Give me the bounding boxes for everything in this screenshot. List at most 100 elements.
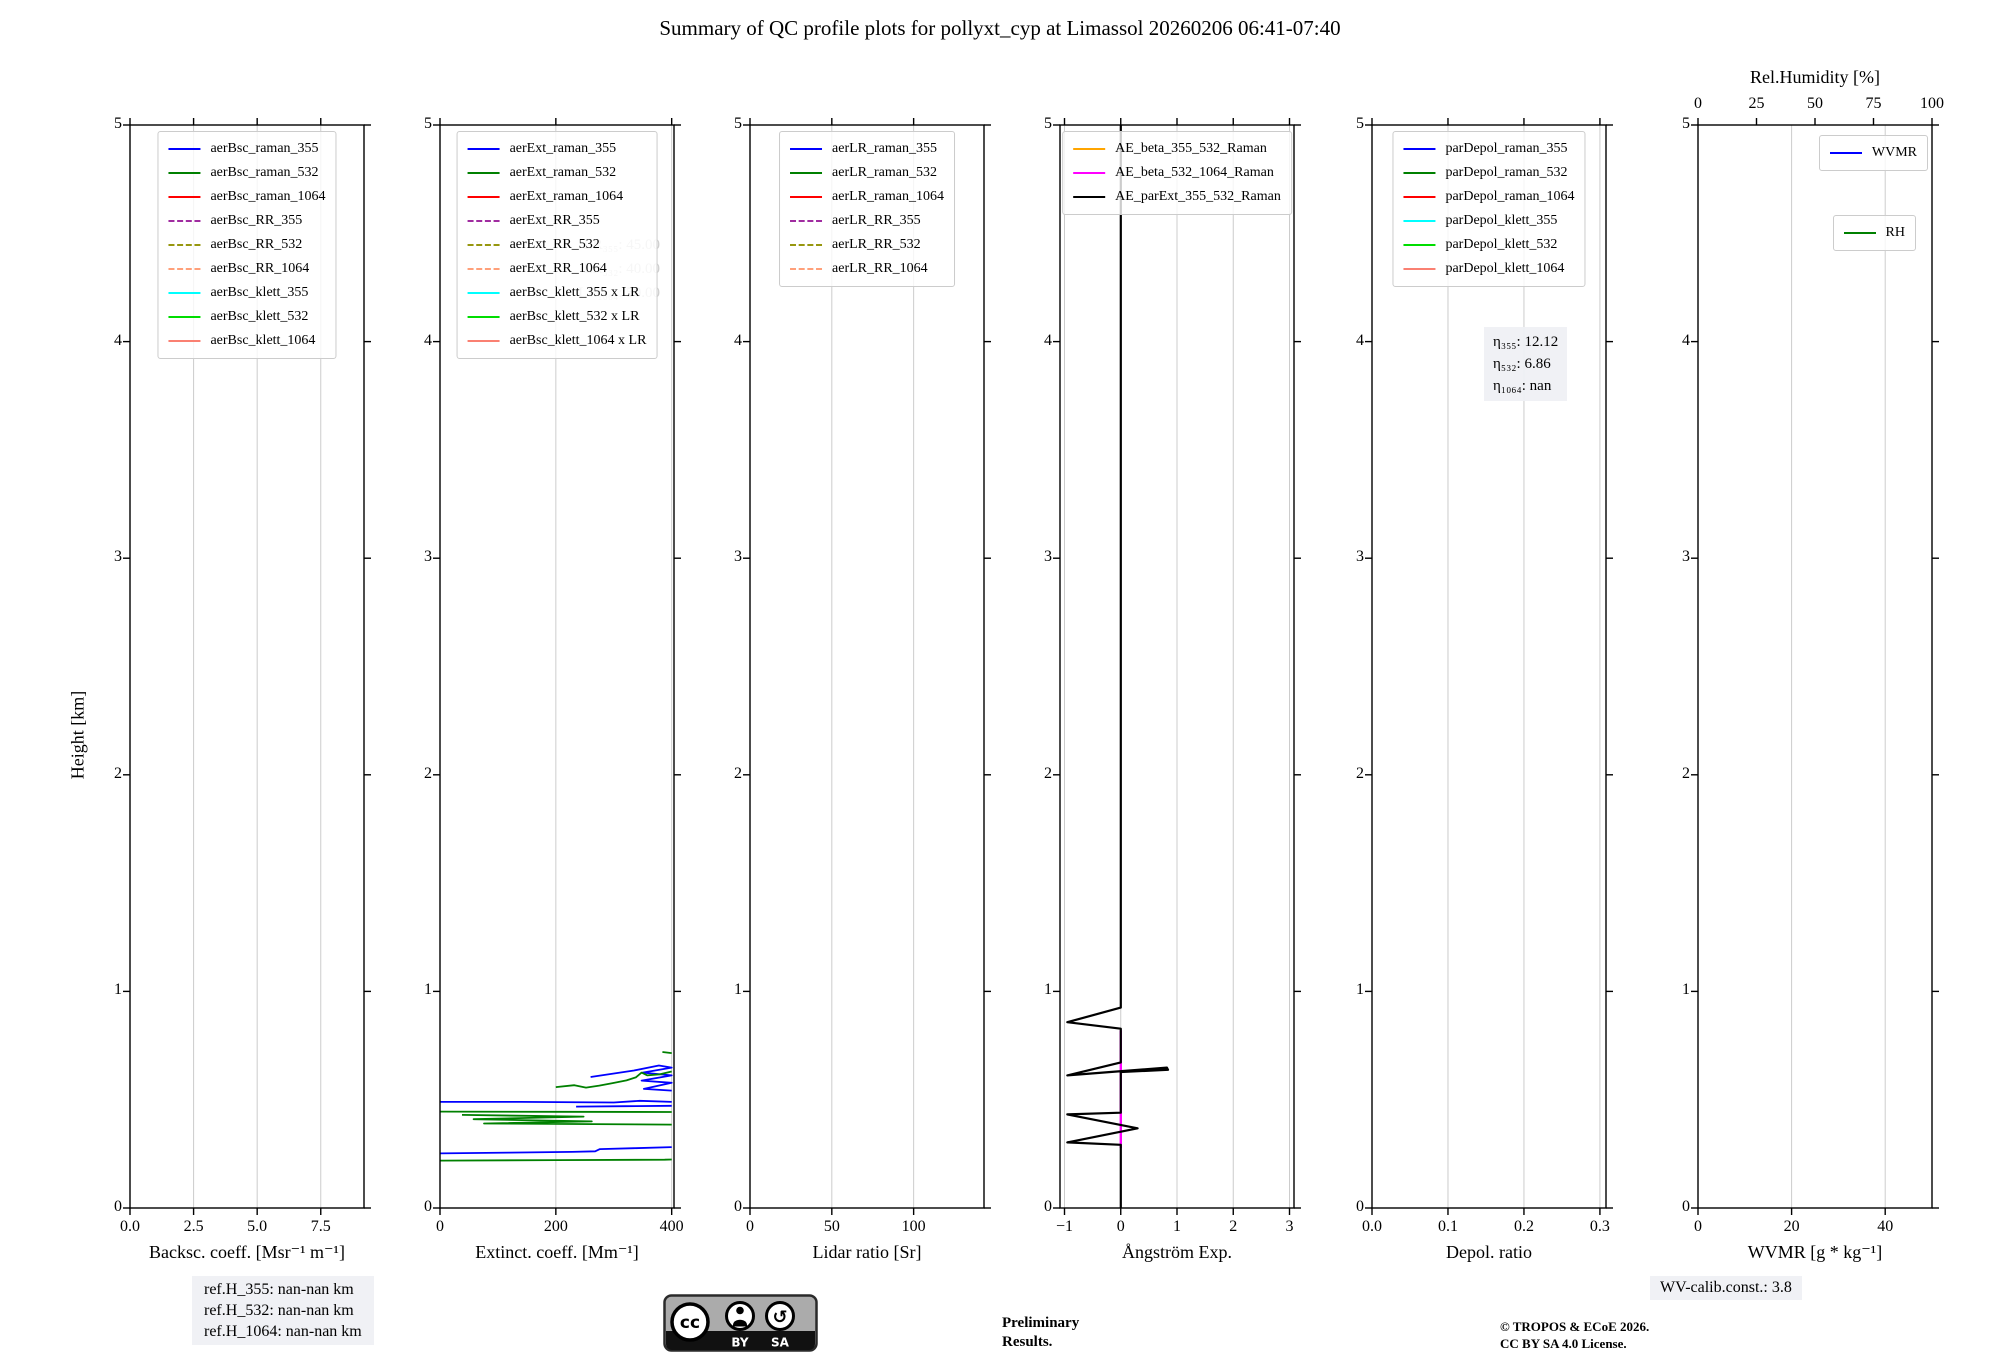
y-tick-label: 5 bbox=[734, 115, 742, 132]
legend-line-sample bbox=[168, 196, 201, 198]
legend-line-sample bbox=[790, 220, 823, 222]
y-axis-label: Height [km] bbox=[67, 690, 88, 780]
legend-entry-parDepol_klett_532: parDepol_klett_532 bbox=[1403, 233, 1574, 257]
x-tick-label: 400 bbox=[659, 1218, 684, 1235]
legend-entry-aerExt_RR_355: aerExt_RR_355 bbox=[467, 209, 647, 233]
y-tick-label: 0 bbox=[424, 1198, 432, 1215]
eta-line: η₅₃₂: 6.86 bbox=[1493, 356, 1551, 372]
top-tick-label: 0 bbox=[1694, 95, 1702, 112]
legend-entry-parDepol_raman_532: parDepol_raman_532 bbox=[1403, 161, 1574, 185]
legend-label: aerBsc_RR_355 bbox=[210, 213, 303, 228]
x-tick-label: 0 bbox=[1694, 1218, 1702, 1235]
legend-entry-WVMR: WVMR bbox=[1829, 141, 1917, 165]
y-tick-label: 4 bbox=[114, 331, 122, 349]
copyright-note: © TROPOS & ECoE 2026. CC BY SA 4.0 Licen… bbox=[1500, 1318, 1649, 1352]
plot-area-wvmr bbox=[1691, 118, 1939, 1215]
preliminary-results-note: Preliminary Results. bbox=[1002, 1314, 1079, 1352]
legend-entry-AE_beta_532_1064_Raman: AE_beta_532_1064_Raman bbox=[1073, 161, 1281, 185]
reference-height-annotation: ref.H_355: nan-nan km ref.H_532: nan-nan… bbox=[192, 1276, 374, 1345]
panel-wvmr: 0 20 40 0 1 2 3 4 5 0 25 50 75 100 Rel.Humidity [%] WVM… bbox=[1682, 67, 1944, 1262]
x-axis-label-depol-ratio: Depol. ratio bbox=[1446, 1242, 1532, 1262]
y-tick-label: 2 bbox=[424, 764, 432, 782]
legend-label: aerExt_raman_1064 bbox=[509, 189, 624, 204]
legend-label: AE_beta_532_1064_Raman bbox=[1115, 165, 1274, 180]
legend-label: aerBsc_klett_355 x LR bbox=[509, 285, 640, 300]
legend-line-sample bbox=[790, 148, 823, 150]
y-tick-label: 4 bbox=[1356, 331, 1364, 349]
preliminary-line-2: Results. bbox=[1002, 1334, 1053, 1350]
legend-line-sample bbox=[467, 196, 500, 198]
legend-label: WVMR bbox=[1871, 145, 1917, 160]
y-tick-label: 3 bbox=[1682, 548, 1690, 566]
curve-aerExt_raman_532 bbox=[662, 1051, 672, 1054]
legend-label: aerBsc_raman_1064 bbox=[210, 189, 326, 204]
legend-entry-aerLR_RR_1064: aerLR_RR_1064 bbox=[790, 257, 944, 281]
legend-line-sample bbox=[1403, 196, 1436, 198]
ref-h-355: ref.H_355: nan-nan km bbox=[204, 1281, 354, 1298]
eta-annotation: η₃₅₅: 12.12 η₅₃₂: 6.86 η₁₀₆₄: nan bbox=[1484, 327, 1568, 401]
cc-circle-icon bbox=[670, 1302, 710, 1342]
axes-spines bbox=[129, 124, 365, 1209]
legend-label: aerExt_raman_532 bbox=[509, 165, 617, 180]
curve-aerExt_raman_532 bbox=[440, 1158, 672, 1162]
y-tick-label: 2 bbox=[114, 764, 122, 782]
legend-label: aerBsc_klett_532 bbox=[210, 309, 309, 324]
legend-line-sample bbox=[467, 316, 500, 318]
legend-line-sample bbox=[1403, 148, 1436, 150]
legend-entry-AE_parExt_355_532_Raman: AE_parExt_355_532_Raman bbox=[1073, 185, 1281, 209]
x-tick-label: 1 bbox=[1173, 1218, 1181, 1235]
legend-line-sample bbox=[790, 268, 823, 270]
by-person-icon bbox=[725, 1301, 755, 1331]
legend-entry-aerBsc_klett_355 x LR: aerBsc_klett_355 x LR bbox=[467, 281, 647, 305]
legend-entry-aerBsc_klett_1064 x LR: aerBsc_klett_1064 x LR bbox=[467, 329, 647, 353]
legend-entry-aerBsc_RR_532: aerBsc_RR_532 bbox=[168, 233, 325, 257]
cc-badge-by-label: BY bbox=[731, 1336, 748, 1350]
legend-label: aerBsc_klett_1064 x LR bbox=[509, 333, 647, 348]
ref-h-532: ref.H_532: nan-nan km bbox=[204, 1302, 354, 1319]
y-tick-label: 5 bbox=[1044, 115, 1052, 132]
legend-label: aerBsc_klett_1064 bbox=[210, 333, 316, 348]
cc-circle-text: cc bbox=[680, 1313, 700, 1333]
legend-label: aerLR_raman_355 bbox=[832, 141, 937, 156]
legend-entry-parDepol_raman_355: parDepol_raman_355 bbox=[1403, 137, 1574, 161]
legend-entry-aerBsc_klett_532 x LR: aerBsc_klett_532 x LR bbox=[467, 305, 647, 329]
x-tick-label: 50 bbox=[823, 1218, 840, 1235]
y-tick-label: 0 bbox=[734, 1198, 742, 1215]
x-tick-label: 5.0 bbox=[247, 1218, 268, 1235]
y-tick-label: 4 bbox=[1044, 331, 1052, 349]
legend-depol-ratio: parDepol_raman_355 parDepol_raman_532 parD… bbox=[1392, 131, 1586, 287]
legend-line-sample bbox=[1403, 244, 1436, 246]
cc-by-sa-badge: cc ↺ BY SA bbox=[663, 1294, 818, 1357]
figure-title: Summary of QC profile plots for pollyxt_… bbox=[659, 16, 1341, 40]
legend-label: AE_parExt_355_532_Raman bbox=[1115, 189, 1281, 204]
legend-entry-aerExt_raman_1064: aerExt_raman_1064 bbox=[467, 185, 647, 209]
legend-entry-aerLR_RR_355: aerLR_RR_355 bbox=[790, 209, 944, 233]
y-tick-label: 2 bbox=[734, 764, 742, 782]
legend-entry-aerBsc_RR_355: aerBsc_RR_355 bbox=[168, 209, 325, 233]
x-tick-label: 40 bbox=[1877, 1218, 1894, 1235]
legend-line-sample bbox=[467, 340, 500, 342]
top-tick-label: 75 bbox=[1865, 95, 1882, 112]
legend-line-sample bbox=[467, 148, 500, 150]
legend-label: aerLR_raman_532 bbox=[832, 165, 937, 180]
legend-label: aerBsc_raman_355 bbox=[210, 141, 319, 156]
wv-calibration-annotation: WV-calib.const.: 3.8 bbox=[1650, 1276, 1802, 1300]
y-tick-label: 0 bbox=[1356, 1198, 1364, 1215]
legend-label: aerLR_raman_1064 bbox=[832, 189, 944, 204]
plot-area-depol-ratio bbox=[1365, 118, 1613, 1215]
x-tick-label: −1 bbox=[1055, 1218, 1074, 1235]
y-tick-label: 4 bbox=[424, 331, 432, 349]
x-tick-label: 0 bbox=[1116, 1218, 1125, 1235]
legend-line-sample bbox=[790, 172, 823, 174]
legend-label: aerExt_raman_355 bbox=[509, 141, 617, 156]
y-tick-label: 5 bbox=[1682, 115, 1690, 132]
legend-line-sample bbox=[790, 244, 823, 246]
legend-line-sample bbox=[168, 316, 201, 318]
legend-label: aerBsc_klett_532 x LR bbox=[509, 309, 640, 324]
axes-spines bbox=[1371, 124, 1607, 1209]
axes-spines bbox=[439, 124, 675, 1209]
legend-wvmr: RH bbox=[1832, 215, 1916, 251]
copyright-line-2: CC BY SA 4.0 License. bbox=[1500, 1336, 1627, 1351]
legend-label: aerLR_RR_532 bbox=[832, 237, 921, 252]
y-tick-label: 1 bbox=[1682, 981, 1690, 999]
